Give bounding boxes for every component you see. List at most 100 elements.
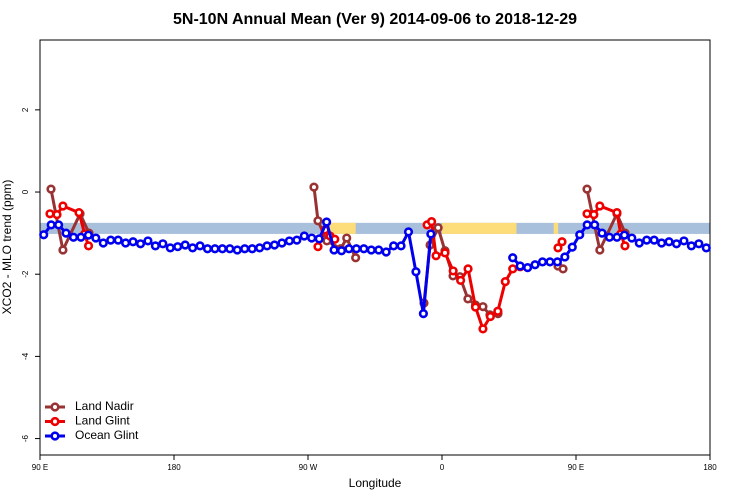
series-point	[143, 236, 153, 246]
series-point	[98, 238, 108, 248]
legend-label: Land Nadir	[75, 399, 134, 413]
series-point	[58, 201, 68, 211]
series-point	[582, 209, 592, 219]
series-point	[403, 227, 414, 237]
series-point	[240, 244, 250, 254]
series-point	[247, 244, 257, 254]
series-point	[202, 244, 213, 254]
series-point	[657, 238, 667, 248]
series-point	[366, 245, 376, 255]
series-point	[575, 230, 585, 240]
series-point	[463, 264, 473, 274]
series-point	[679, 236, 689, 246]
series-point	[456, 275, 466, 285]
series-point	[537, 257, 548, 267]
series-point	[299, 231, 309, 241]
series-point	[642, 235, 652, 245]
series-point	[54, 220, 64, 230]
series-point	[523, 263, 533, 273]
series-point	[61, 228, 71, 238]
x-tick-label: 180	[703, 463, 717, 472]
series-point	[448, 266, 458, 276]
series-point	[232, 245, 242, 255]
series-point	[552, 257, 562, 267]
legend-label: Ocean Glint	[75, 428, 139, 442]
series-point	[83, 241, 94, 251]
series-point	[106, 235, 116, 245]
series-point	[701, 243, 711, 253]
y-tick-label: -4	[21, 352, 30, 360]
series-point	[135, 239, 146, 249]
series-point	[74, 207, 84, 218]
series-point	[530, 260, 540, 270]
series-point	[671, 239, 682, 249]
series-point	[500, 277, 510, 287]
series-point	[313, 216, 323, 226]
series-point	[418, 309, 428, 319]
series-point	[113, 235, 123, 245]
series-point	[553, 243, 563, 253]
series-point	[76, 232, 86, 242]
series-point	[128, 237, 138, 247]
series-point	[396, 241, 406, 251]
series-point	[91, 233, 101, 243]
legend-marker	[50, 416, 60, 427]
series-point	[627, 233, 637, 243]
x-tick-label: 0	[440, 463, 445, 472]
reference-band	[40, 222, 710, 234]
series-point	[557, 237, 567, 247]
legend-marker	[50, 431, 60, 441]
series-point	[426, 217, 437, 227]
series-point	[686, 241, 696, 251]
series-point	[329, 245, 339, 255]
series-point	[612, 207, 622, 218]
highlight-region	[442, 222, 517, 234]
chart-title: 5N-10N Annual Mean (Ver 9) 2014-09-06 to…	[173, 11, 577, 28]
series-point	[589, 210, 599, 220]
series-point	[604, 232, 615, 242]
series-point	[359, 244, 369, 254]
series-point	[389, 241, 399, 251]
series-point	[210, 244, 220, 254]
series-point	[463, 294, 473, 304]
series-point	[440, 248, 450, 258]
series-point	[431, 251, 441, 261]
series-point	[292, 235, 302, 245]
x-axis-label: Longitude	[349, 476, 402, 490]
series-point	[426, 229, 436, 239]
x-tick-label: 90 W	[299, 463, 318, 472]
series-point	[262, 241, 272, 251]
y-tick-label: 2	[21, 107, 30, 112]
series-point	[478, 302, 488, 312]
highlight-region	[324, 222, 356, 234]
highlight-region	[553, 222, 559, 234]
y-tick-label: -2	[21, 270, 30, 278]
series-point	[225, 244, 235, 254]
x-tick-label: 180	[167, 463, 181, 472]
series-point	[597, 228, 607, 238]
series-point	[121, 238, 131, 248]
series-point	[158, 239, 168, 249]
series-point	[344, 244, 354, 254]
series-point	[620, 241, 630, 251]
series-point	[411, 267, 421, 277]
series-point	[433, 223, 443, 233]
series-point	[508, 264, 518, 274]
series-point	[336, 246, 347, 256]
series-point	[313, 242, 323, 252]
series-point	[277, 238, 287, 248]
series-point	[634, 238, 644, 248]
series-point	[508, 253, 518, 263]
series-point	[694, 239, 704, 249]
y-axis-label: XCO2 - MLO trend (ppm)	[0, 180, 14, 315]
series-point	[68, 232, 79, 242]
series-point	[173, 242, 183, 252]
series-point	[595, 245, 605, 255]
series-point	[478, 324, 488, 334]
y-tick-label: 0	[21, 189, 30, 194]
series-point	[255, 243, 265, 253]
legend-label: Land Glint	[75, 414, 130, 428]
series-point	[558, 264, 568, 274]
series-point	[560, 252, 570, 262]
